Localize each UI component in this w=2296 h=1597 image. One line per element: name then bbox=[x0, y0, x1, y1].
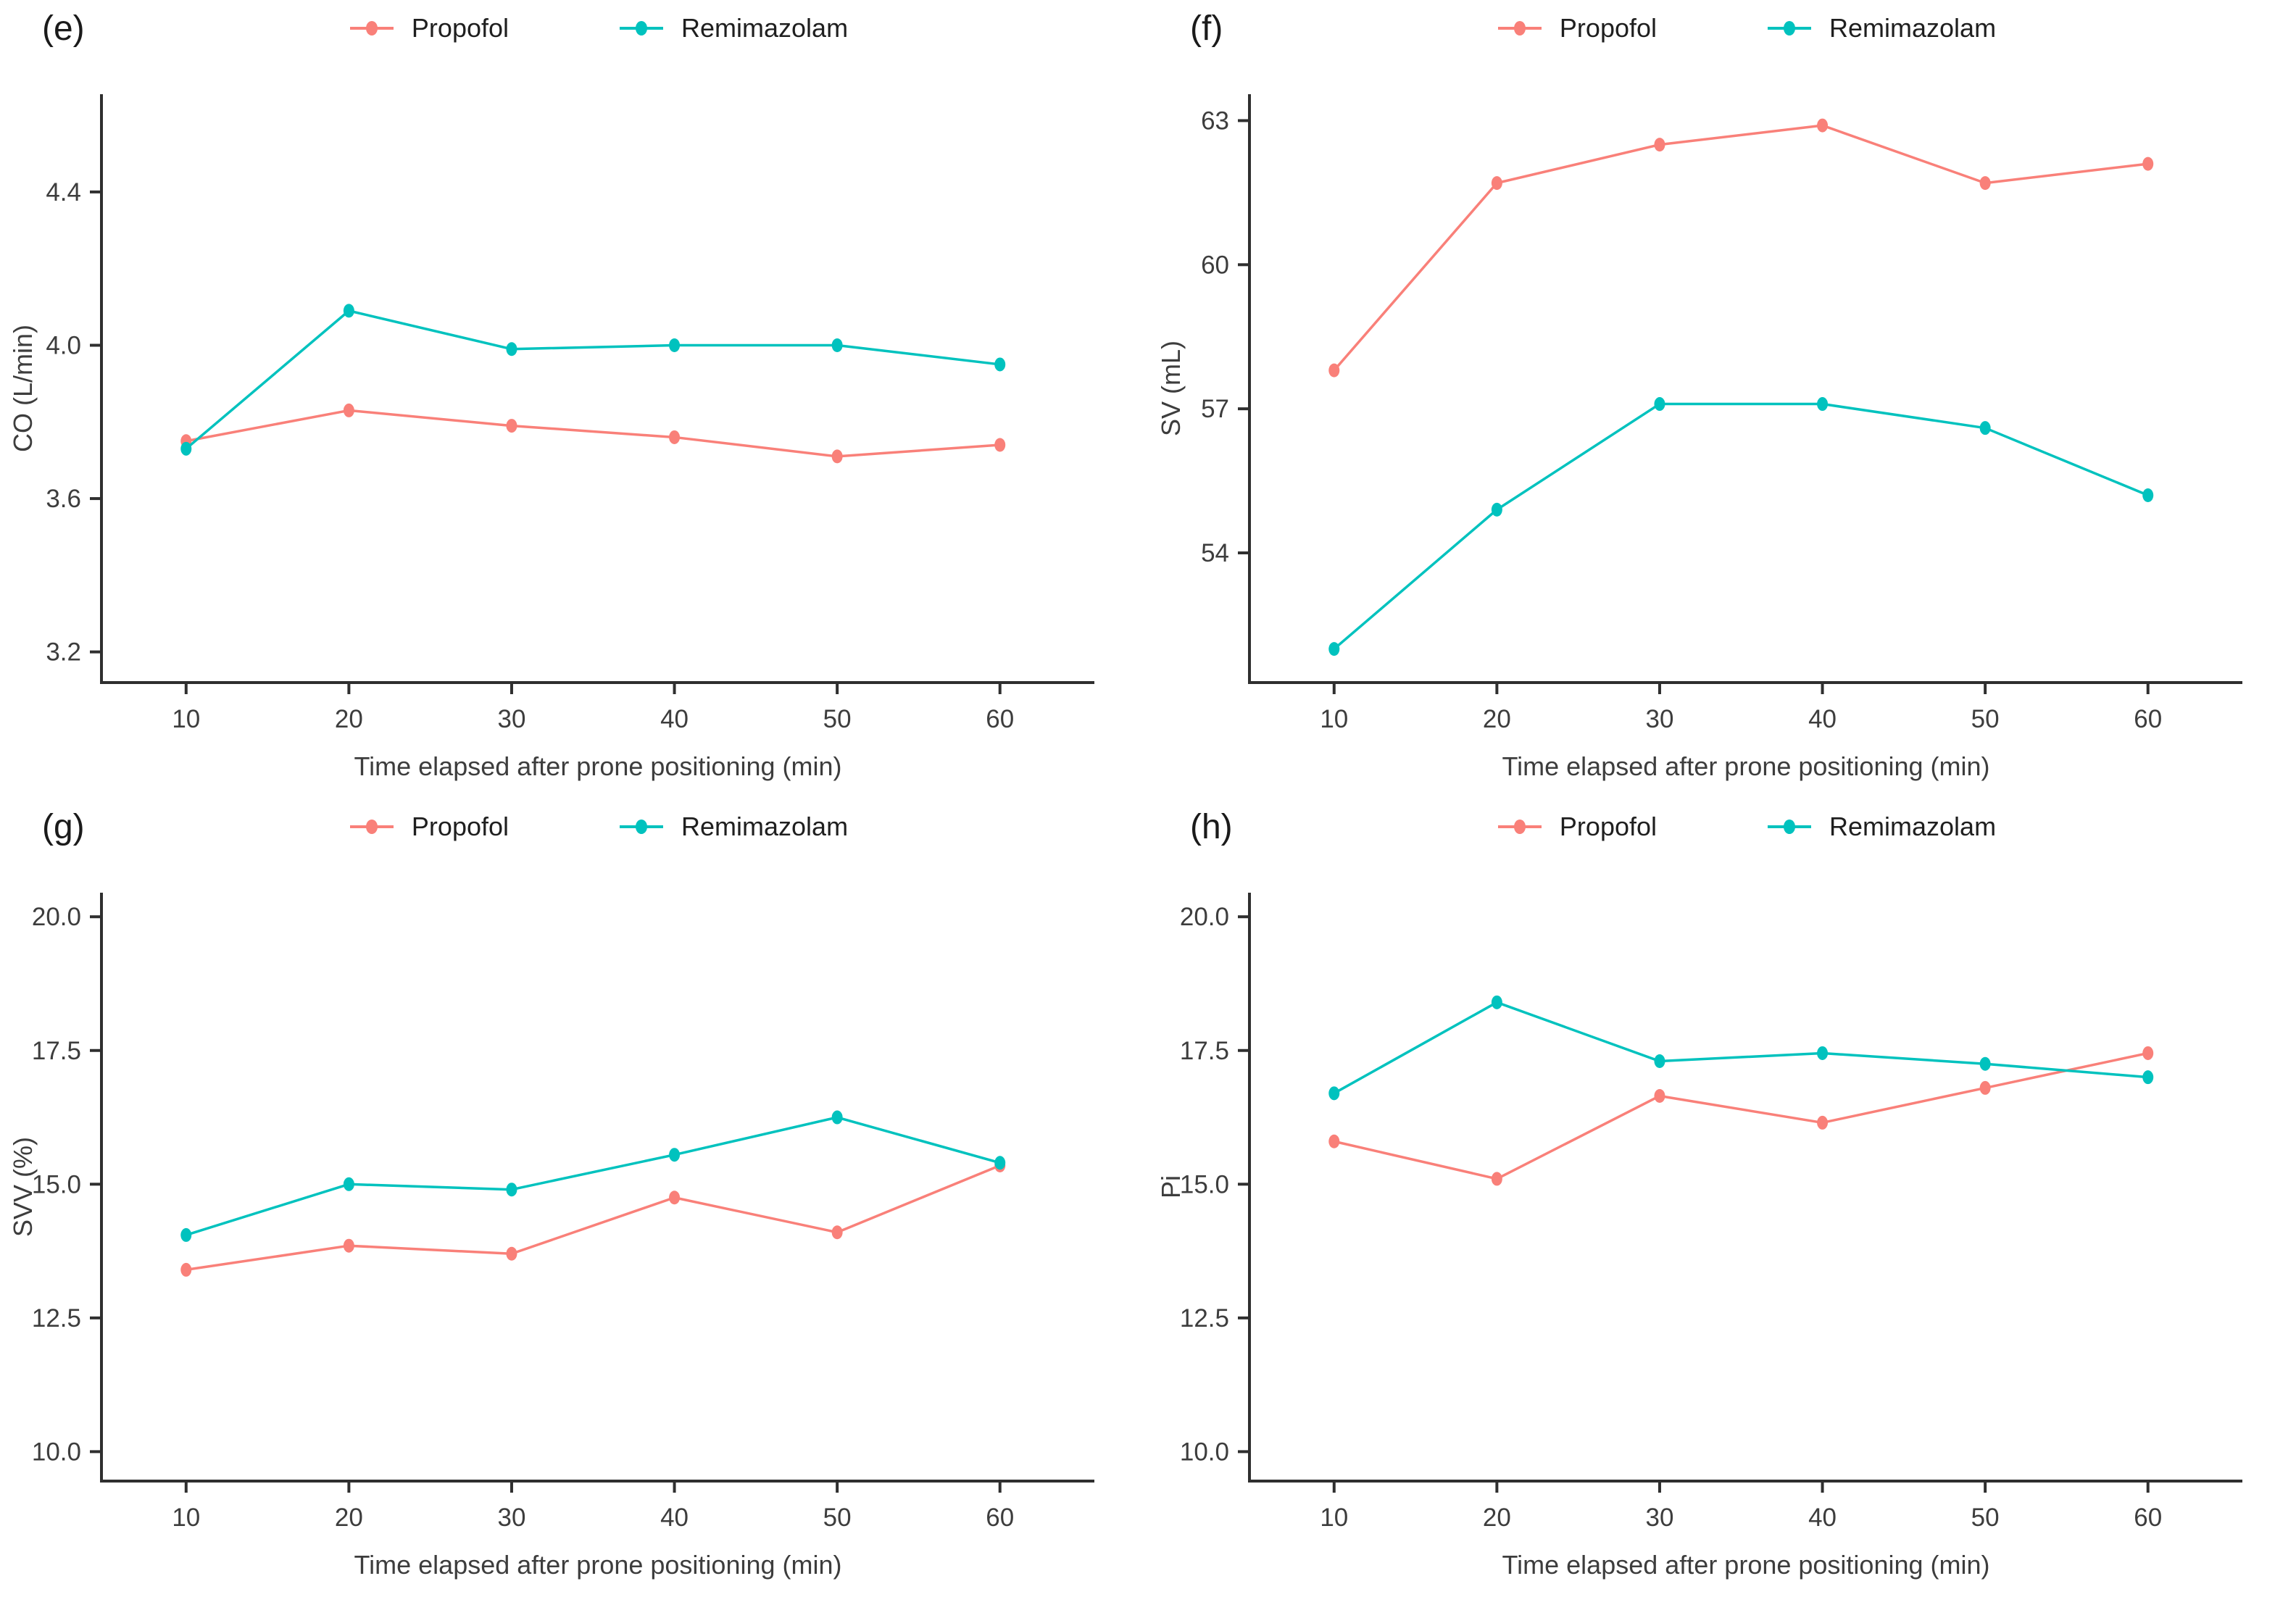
svg-text:40: 40 bbox=[1808, 705, 1837, 733]
svg-text:10.0: 10.0 bbox=[32, 1438, 81, 1466]
panel-letter: (h) bbox=[1190, 808, 1233, 846]
svg-text:40: 40 bbox=[1808, 1504, 1837, 1532]
svg-text:30: 30 bbox=[1645, 1504, 1673, 1532]
svg-text:63: 63 bbox=[1201, 107, 1229, 135]
legend-item-propofol: Propofol bbox=[1496, 812, 1657, 842]
figure-panel-e: (e) Propofol Remimazolam 3.2 3.6 4.0 4.4 10 2… bbox=[0, 0, 1148, 798]
chart-legend: Propofol Remimazolam bbox=[1249, 812, 2242, 842]
svg-text:54: 54 bbox=[1201, 539, 1229, 567]
svg-text:57: 57 bbox=[1201, 395, 1229, 423]
figure-panel-f: (f) Propofol Remimazolam 54 57 60 63 10 20 30 4… bbox=[1148, 0, 2296, 798]
line-chart-sv: 54 57 60 63 10 20 30 40 50 60 Time elapsed after p… bbox=[1156, 94, 2242, 781]
line-point-marker-icon bbox=[1768, 21, 1812, 36]
svg-text:50: 50 bbox=[1971, 705, 2000, 733]
legend-item-propofol: Propofol bbox=[348, 13, 509, 43]
svg-text:SV (mL): SV (mL) bbox=[1156, 341, 1186, 436]
svg-text:10: 10 bbox=[172, 1504, 200, 1532]
legend-label: Propofol bbox=[411, 812, 509, 841]
legend-item-remimazolam: Remimazolam bbox=[1765, 812, 1996, 842]
legend-label: Propofol bbox=[1559, 13, 1657, 43]
line-point-marker-icon bbox=[349, 820, 394, 834]
svg-text:12.5: 12.5 bbox=[1180, 1304, 1229, 1333]
panel-letter: (g) bbox=[42, 808, 85, 846]
svg-text:20: 20 bbox=[1483, 1504, 1511, 1532]
line-chart-pi: 10.0 12.5 15.0 17.5 20.0 10 20 30 40 50 60 Time ela… bbox=[1156, 893, 2242, 1580]
figure-panel-g: (g) Propofol Remimazolam 10.0 12.5 15.0 17.… bbox=[0, 798, 1148, 1597]
legend-label: Remimazolam bbox=[681, 13, 849, 43]
svg-text:Time elapsed after prone posit: Time elapsed after prone positioning (mi… bbox=[354, 1550, 842, 1580]
svg-text:30: 30 bbox=[497, 1504, 525, 1532]
legend-label: Propofol bbox=[411, 13, 509, 43]
svg-text:20.0: 20.0 bbox=[32, 903, 81, 931]
svg-text:60: 60 bbox=[2134, 705, 2162, 733]
svg-text:50: 50 bbox=[1971, 1504, 2000, 1532]
svg-text:20: 20 bbox=[1483, 705, 1511, 733]
svg-text:Time elapsed after prone posit: Time elapsed after prone positioning (mi… bbox=[1502, 751, 1990, 781]
svg-text:40: 40 bbox=[660, 1504, 689, 1532]
svg-text:20.0: 20.0 bbox=[1180, 903, 1229, 931]
svg-text:4.0: 4.0 bbox=[46, 331, 81, 359]
svg-text:15.0: 15.0 bbox=[1180, 1170, 1229, 1198]
figure-panel-h: (h) Propofol Remimazolam 10.0 12.5 15.0 17.… bbox=[1148, 798, 2296, 1597]
svg-text:30: 30 bbox=[1645, 705, 1673, 733]
line-point-marker-icon bbox=[620, 21, 664, 36]
legend-label: Remimazolam bbox=[1829, 13, 1997, 43]
line-point-marker-icon bbox=[620, 820, 664, 834]
svg-text:60: 60 bbox=[1201, 251, 1229, 279]
svg-text:Pi: Pi bbox=[1156, 1175, 1186, 1198]
svg-text:50: 50 bbox=[823, 1504, 852, 1532]
svg-text:Time elapsed after prone posit: Time elapsed after prone positioning (mi… bbox=[1502, 1550, 1990, 1580]
svg-text:3.2: 3.2 bbox=[46, 638, 81, 667]
panel-letter: (e) bbox=[42, 9, 85, 48]
legend-item-remimazolam: Remimazolam bbox=[617, 13, 848, 43]
legend-item-remimazolam: Remimazolam bbox=[617, 812, 848, 842]
svg-text:40: 40 bbox=[660, 705, 689, 733]
svg-text:3.6: 3.6 bbox=[46, 485, 81, 513]
line-point-marker-icon bbox=[1497, 820, 1542, 834]
legend-item-remimazolam: Remimazolam bbox=[1765, 13, 1996, 43]
chart-legend: Propofol Remimazolam bbox=[101, 13, 1094, 43]
legend-label: Remimazolam bbox=[1829, 812, 1997, 841]
svg-text:SVV (%): SVV (%) bbox=[8, 1137, 38, 1237]
chart-legend: Propofol Remimazolam bbox=[101, 812, 1094, 842]
svg-text:17.5: 17.5 bbox=[1180, 1037, 1229, 1065]
legend-label: Propofol bbox=[1559, 812, 1657, 841]
svg-text:4.4: 4.4 bbox=[46, 178, 81, 207]
legend-label: Remimazolam bbox=[681, 812, 849, 841]
svg-text:15.0: 15.0 bbox=[32, 1170, 81, 1198]
svg-text:60: 60 bbox=[986, 1504, 1014, 1532]
line-point-marker-icon bbox=[1497, 21, 1542, 36]
svg-text:30: 30 bbox=[497, 705, 525, 733]
svg-text:10: 10 bbox=[172, 705, 200, 733]
line-point-marker-icon bbox=[349, 21, 394, 36]
svg-text:17.5: 17.5 bbox=[32, 1037, 81, 1065]
svg-text:60: 60 bbox=[2134, 1504, 2162, 1532]
svg-text:10.0: 10.0 bbox=[1180, 1438, 1229, 1466]
legend-item-propofol: Propofol bbox=[348, 812, 509, 842]
line-chart-co: 3.2 3.6 4.0 4.4 10 20 30 40 50 60 Time elapsed aft… bbox=[8, 94, 1094, 781]
svg-text:CO (L/min): CO (L/min) bbox=[8, 325, 38, 452]
panel-letter: (f) bbox=[1190, 9, 1223, 48]
legend-item-propofol: Propofol bbox=[1496, 13, 1657, 43]
line-point-marker-icon bbox=[1768, 820, 1812, 834]
svg-text:10: 10 bbox=[1320, 1504, 1348, 1532]
svg-text:20: 20 bbox=[335, 1504, 363, 1532]
svg-text:10: 10 bbox=[1320, 705, 1348, 733]
svg-text:Time elapsed after prone posit: Time elapsed after prone positioning (mi… bbox=[354, 751, 842, 781]
svg-text:20: 20 bbox=[335, 705, 363, 733]
svg-text:12.5: 12.5 bbox=[32, 1304, 81, 1333]
svg-text:60: 60 bbox=[986, 705, 1014, 733]
chart-legend: Propofol Remimazolam bbox=[1249, 13, 2242, 43]
svg-text:50: 50 bbox=[823, 705, 852, 733]
line-chart-svv: 10.0 12.5 15.0 17.5 20.0 10 20 30 40 50 60 Time ela… bbox=[8, 893, 1094, 1580]
